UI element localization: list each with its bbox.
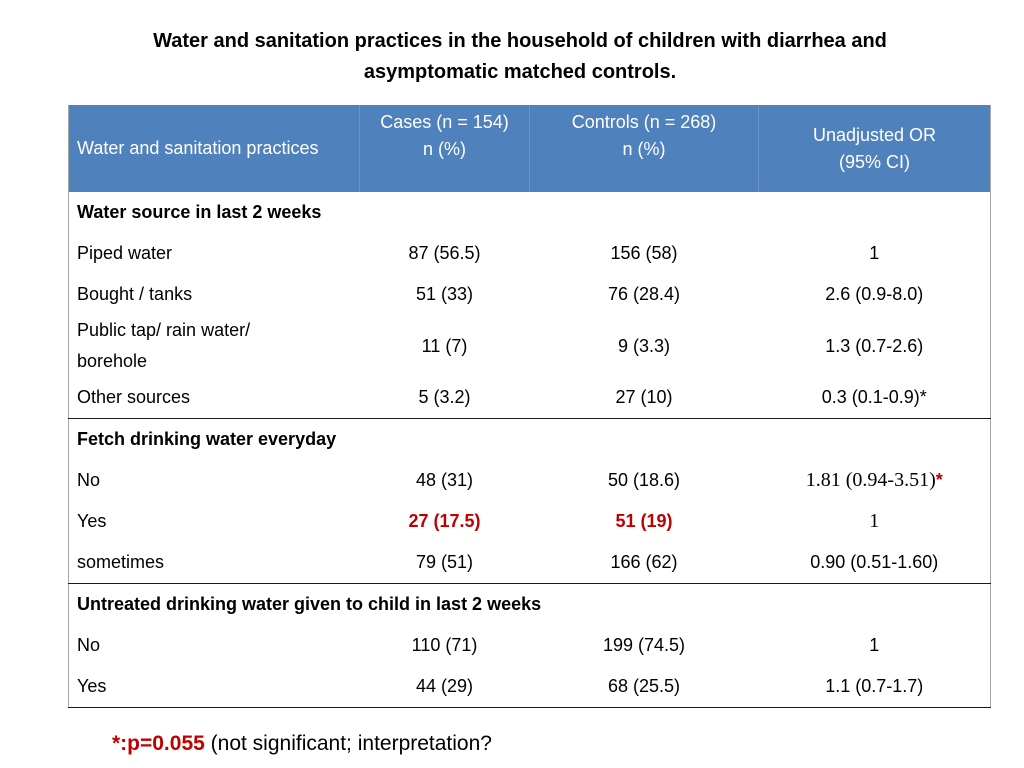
- controls-cell: 76 (28.4): [607, 284, 681, 304]
- controls-cell: 27 (10): [615, 387, 673, 407]
- cases-cell: 79 (51): [415, 552, 474, 572]
- section-heading-row: Untreated drinking water given to child …: [68, 583, 991, 625]
- or-cell: 0.3 (0.1-0.9)*: [821, 387, 927, 407]
- or-cell: 0.90 (0.51-1.60): [810, 552, 939, 572]
- or-cell: 1: [869, 243, 880, 263]
- row-label: Yes: [77, 676, 107, 696]
- row-label: No: [77, 635, 101, 655]
- controls-cell-highlight: 51 (19): [615, 511, 673, 531]
- row-label: Public tap/ rain water/borehole: [77, 320, 251, 371]
- section-untreated-water: Untreated drinking water given to child …: [68, 583, 991, 625]
- table-row: No 48 (31) 50 (18.6) 1.81 (0.94-3.51)*: [69, 460, 991, 501]
- table-row: Bought / tanks 51 (33) 76 (28.4) 2.6 (0.…: [69, 274, 991, 315]
- row-label: Piped water: [77, 243, 173, 263]
- controls-cell: 156 (58): [610, 243, 678, 263]
- section-heading-row: Water source in last 2 weeks: [69, 192, 991, 233]
- table-row: sometimes 79 (51) 166 (62) 0.90 (0.51-1.…: [69, 542, 991, 584]
- slide-title: Water and sanitation practices in the ho…: [60, 26, 980, 88]
- table-row: Piped water 87 (56.5) 156 (58) 1: [69, 233, 991, 274]
- title-line-1: Water and sanitation practices in the ho…: [153, 30, 887, 52]
- row-label: Yes: [77, 511, 107, 531]
- footnote-text: (not significant; interpretation?: [204, 732, 492, 755]
- or-cell: 1.81 (0.94-3.51)*: [759, 460, 991, 501]
- header-cases: Cases (n = 154) n (%): [359, 105, 530, 192]
- or-cell: 2.6 (0.9-8.0): [825, 284, 924, 304]
- controls-cell: 50 (18.6): [607, 470, 681, 490]
- cases-cell: 87 (56.5): [408, 243, 481, 263]
- table-row: Public tap/ rain water/borehole 11 (7) 9…: [69, 315, 991, 377]
- cases-cell: 51 (33): [415, 284, 474, 304]
- table-row: Yes 27 (17.5) 51 (19) 1: [69, 501, 991, 542]
- cases-cell: 5 (3.2): [418, 387, 471, 407]
- cases-cell: 44 (29): [415, 676, 474, 696]
- row-label: sometimes: [77, 552, 165, 572]
- controls-cell: 68 (25.5): [607, 676, 681, 696]
- row-label: Bought / tanks: [77, 284, 193, 304]
- practices-table: Water and sanitation practices Cases (n …: [68, 105, 991, 708]
- or-cell: 1.3 (0.7-2.6): [825, 335, 924, 356]
- row-label: Other sources: [77, 387, 191, 407]
- footnote-pvalue: *:p=0.055: [112, 732, 205, 755]
- section-fetch-water: Fetch drinking water everyday: [68, 418, 991, 460]
- footnote: *:p=0.055 (not significant; interpretati…: [112, 732, 492, 756]
- or-cell: 1.1 (0.7-1.7): [825, 676, 924, 696]
- header-practices: Water and sanitation practices: [68, 105, 360, 192]
- section-heading-row: Fetch drinking water everyday: [68, 418, 991, 460]
- section-water-source: Water source in last 2 weeks: [77, 202, 322, 222]
- controls-cell: 199 (74.5): [602, 635, 686, 655]
- header-odds-ratio: Unadjusted OR (95% CI): [758, 105, 991, 192]
- controls-cell: 9 (3.3): [617, 335, 671, 356]
- or-cell: 1: [869, 635, 880, 655]
- title-line-2: asymptomatic matched controls.: [363, 61, 677, 83]
- table-row: No 110 (71) 199 (74.5) 1: [69, 625, 991, 666]
- table-row: Yes 44 (29) 68 (25.5) 1.1 (0.7-1.7): [69, 666, 991, 708]
- table-header-row: Water and sanitation practices Cases (n …: [68, 105, 991, 192]
- controls-cell: 166 (62): [610, 552, 678, 572]
- header-controls: Controls (n = 268) n (%): [529, 105, 759, 192]
- significance-mark: *: [935, 470, 943, 490]
- or-value: 1: [869, 510, 880, 532]
- row-label: No: [77, 470, 101, 490]
- cases-cell: 48 (31): [415, 470, 474, 490]
- or-cell: 1: [759, 501, 991, 542]
- cases-cell-highlight: 27 (17.5): [408, 511, 481, 531]
- table-row: Other sources 5 (3.2) 27 (10) 0.3 (0.1-0…: [69, 377, 991, 419]
- cases-cell: 110 (71): [411, 635, 478, 655]
- or-value: 1.81 (0.94-3.51): [805, 469, 936, 491]
- cases-cell: 11 (7): [421, 335, 468, 356]
